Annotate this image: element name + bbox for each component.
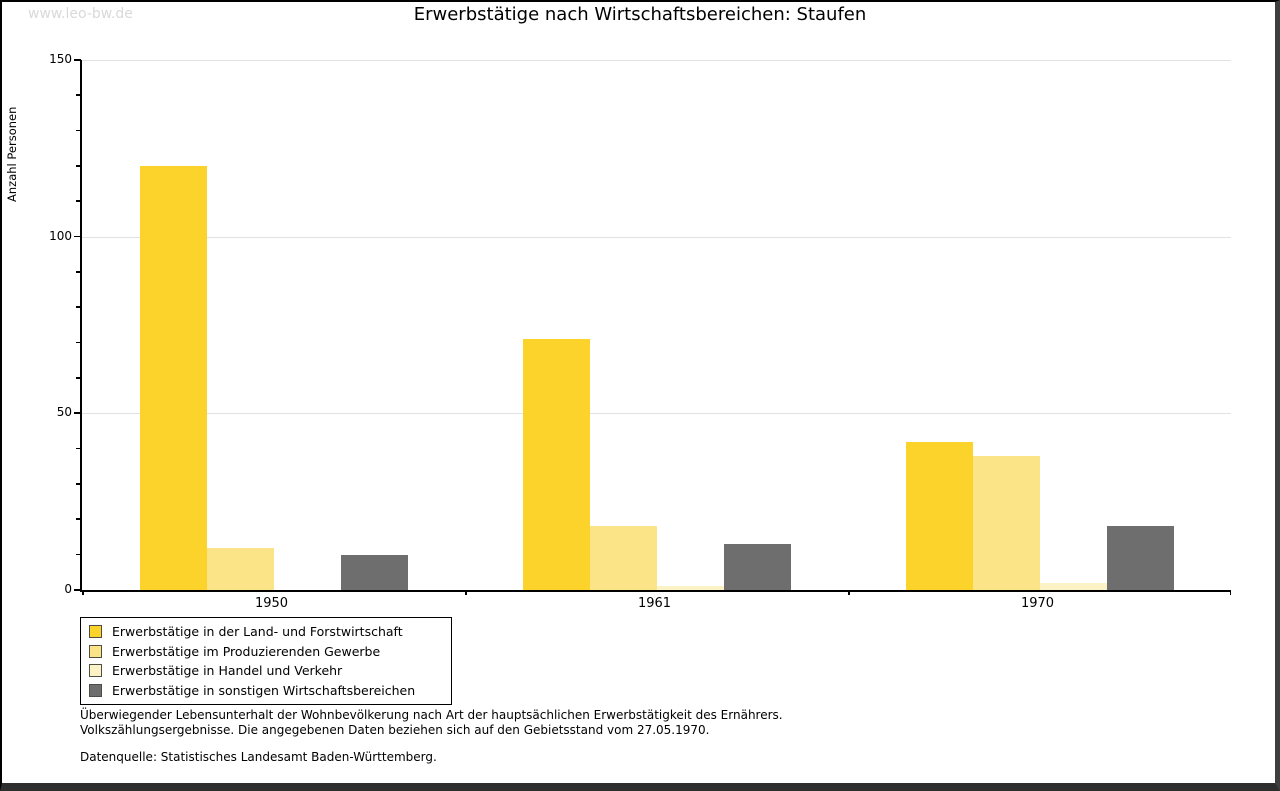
y-minor-tick-130 bbox=[76, 129, 81, 132]
y-minor-tick-20 bbox=[76, 518, 81, 520]
y-minor-tick-90 bbox=[76, 271, 81, 273]
chart-title: Erwerbstätige nach Wirtschaftsbereichen:… bbox=[413, 4, 867, 25]
bar-1970-series-3 bbox=[1039, 582, 1107, 590]
y-minor-tick-80 bbox=[76, 306, 81, 308]
bar-1950-series-1 bbox=[139, 166, 207, 590]
legend-label-2: Erwerbstätige im Produzierenden Gewerbe bbox=[112, 643, 381, 659]
x-tick-2 bbox=[848, 590, 850, 595]
y-minor-tick-30 bbox=[76, 483, 81, 485]
bar-1950-series-4 bbox=[340, 554, 408, 590]
y-tick-label-50: 50 bbox=[56, 405, 72, 420]
y-minor-tick-10 bbox=[76, 553, 81, 556]
plot-area bbox=[74, 59, 1231, 595]
gridline-y-100 bbox=[82, 236, 1231, 238]
gridline-y-150 bbox=[82, 60, 1231, 61]
y-major-tick-0 bbox=[74, 589, 81, 591]
x-tick-label-1961: 1961 bbox=[637, 596, 672, 611]
x-tick-0 bbox=[82, 590, 84, 595]
y-minor-tick-70 bbox=[76, 341, 81, 344]
y-major-tick-100 bbox=[74, 235, 81, 238]
footnote-line-2: Volkszählungsergebnisse. Die angegebenen… bbox=[80, 722, 710, 737]
legend-swatch-3 bbox=[89, 664, 102, 678]
legend-label-4: Erwerbstätige in sonstigen Wirtschaftsbe… bbox=[112, 682, 416, 698]
legend-swatch-1 bbox=[89, 625, 102, 639]
bar-1961-series-3 bbox=[656, 586, 724, 590]
y-tick-label-150: 150 bbox=[49, 52, 72, 66]
footnote-line-1: Überwiegender Lebensunterhalt der Wohnbe… bbox=[80, 708, 783, 722]
y-tick-label-100: 100 bbox=[49, 228, 72, 243]
y-minor-tick-40 bbox=[76, 447, 81, 450]
y-axis-title: Anzahl Personen bbox=[5, 106, 19, 202]
legend-item-1: Erwerbstätige in der Land- und Forstwirt… bbox=[89, 622, 443, 642]
watermark-leo-bw: www.leo-bw.de bbox=[28, 6, 133, 22]
legend-box: Erwerbstätige in der Land- und Forstwirt… bbox=[80, 617, 452, 705]
y-minor-tick-60 bbox=[76, 377, 81, 379]
y-minor-tick-140 bbox=[76, 94, 81, 96]
legend-swatch-4 bbox=[89, 683, 102, 697]
gridline-y-50 bbox=[82, 413, 1231, 415]
legend-item-2: Erwerbstätige im Produzierenden Gewerbe bbox=[89, 642, 443, 662]
y-major-tick-150 bbox=[74, 59, 81, 61]
bar-1970-series-1 bbox=[905, 441, 973, 590]
footnote: Überwiegender Lebensunterhalt der Wohnbe… bbox=[80, 708, 783, 737]
y-minor-tick-110 bbox=[76, 200, 81, 202]
bar-1970-series-2 bbox=[972, 455, 1040, 590]
legend-item-3: Erwerbstätige in Handel und Verkehr bbox=[89, 661, 443, 681]
data-source: Datenquelle: Statistisches Landesamt Bad… bbox=[80, 750, 437, 764]
legend-swatch-2 bbox=[89, 644, 102, 658]
legend-label-3: Erwerbstätige in Handel und Verkehr bbox=[112, 663, 343, 679]
bar-1950-series-2 bbox=[206, 547, 274, 590]
x-tick-label-1950: 1950 bbox=[254, 596, 289, 611]
bar-1961-series-1 bbox=[522, 339, 590, 590]
x-tick-3 bbox=[1229, 590, 1231, 595]
y-major-tick-50 bbox=[74, 412, 81, 414]
bar-1961-series-4 bbox=[723, 544, 791, 590]
x-tick-label-1970: 1970 bbox=[1020, 596, 1055, 611]
bar-1970-series-4 bbox=[1106, 526, 1174, 590]
x-tick-1 bbox=[465, 590, 467, 595]
legend-label-1: Erwerbstätige in der Land- und Forstwirt… bbox=[112, 624, 403, 640]
y-minor-tick-120 bbox=[76, 165, 81, 167]
y-tick-label-0: 0 bbox=[64, 582, 72, 596]
bar-1961-series-2 bbox=[589, 526, 657, 590]
legend-item-4: Erwerbstätige in sonstigen Wirtschaftsbe… bbox=[89, 681, 443, 701]
